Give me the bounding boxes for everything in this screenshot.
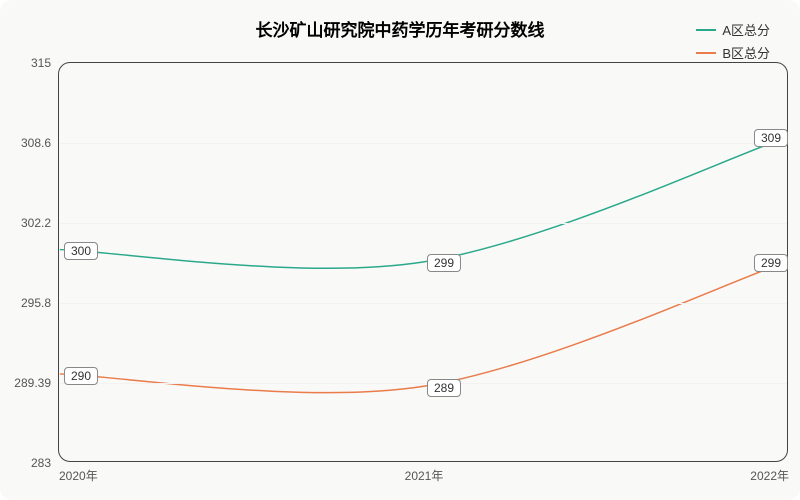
data-label: 300 [64, 242, 98, 260]
legend-swatch-b [696, 52, 716, 54]
data-label: 299 [754, 254, 788, 272]
legend-label-a: A区总分 [722, 20, 770, 39]
grid-line [59, 223, 787, 224]
data-label: 289 [427, 379, 461, 397]
data-label: 309 [754, 129, 788, 147]
x-tick-label: 2022年 [750, 461, 789, 484]
legend-swatch-a [696, 29, 716, 31]
plot-area: 283289.39295.8302.2308.63152020年2021年202… [58, 62, 788, 462]
y-tick-label: 308.6 [21, 136, 59, 150]
data-label: 299 [427, 254, 461, 272]
legend: A区总分 B区总分 [696, 20, 770, 66]
x-tick-label: 2020年 [59, 461, 98, 484]
chart-container: 长沙矿山研究院中药学历年考研分数线 A区总分 B区总分 283289.39295… [0, 0, 800, 500]
chart-title: 长沙矿山研究院中药学历年考研分数线 [256, 16, 545, 41]
series-line-0 [60, 138, 786, 269]
y-tick-label: 295.8 [21, 296, 59, 310]
legend-item-a: A区总分 [696, 20, 770, 39]
y-tick-label: 302.2 [21, 216, 59, 230]
legend-item-b: B区总分 [696, 43, 770, 62]
grid-line [59, 303, 787, 304]
legend-label-b: B区总分 [722, 43, 770, 62]
grid-line [59, 143, 787, 144]
y-tick-label: 289.39 [14, 376, 59, 390]
series-line-1 [60, 262, 786, 393]
grid-line [59, 383, 787, 384]
y-tick-label: 315 [31, 56, 59, 70]
chart-svg [59, 63, 787, 461]
data-label: 290 [64, 367, 98, 385]
x-tick-label: 2021年 [405, 461, 444, 484]
y-tick-label: 283 [31, 456, 59, 470]
